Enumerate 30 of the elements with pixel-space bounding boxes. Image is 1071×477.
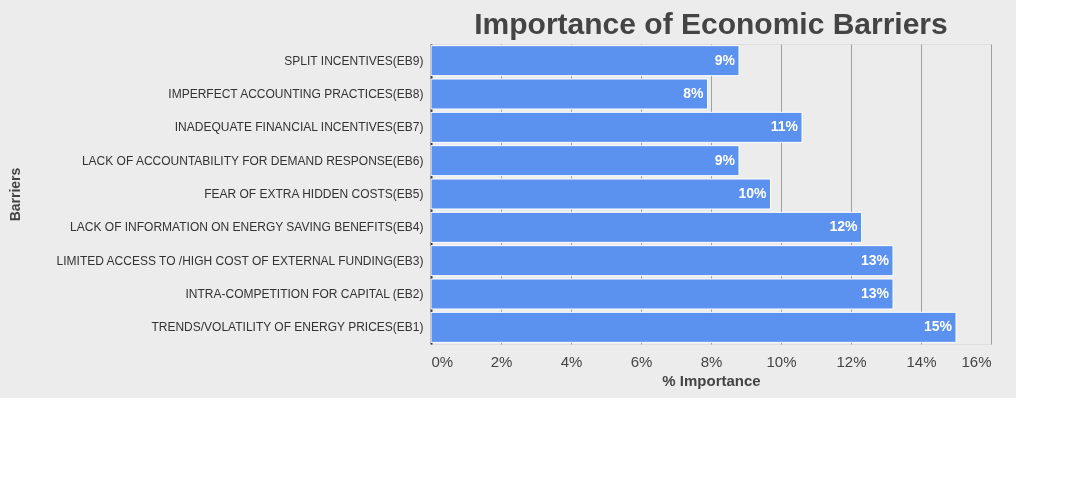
data-label: 8% — [683, 85, 705, 101]
x-tick-label: 12% — [836, 352, 867, 370]
data-label: 9% — [714, 51, 736, 68]
x-tick-label: 10% — [766, 352, 797, 370]
x-axis-title: % Importance — [662, 371, 761, 389]
data-label: 15% — [923, 318, 953, 335]
y-tick-label: LACK OF ACCOUNTABILITY FOR DEMAND RESPONSE(EB6) — [81, 153, 424, 168]
data-label: 13% — [860, 251, 890, 268]
x-tick-label: 14% — [906, 352, 937, 370]
y-tick-label: IMPERFECT ACCOUNTING PRACTICES(EB8) — [168, 87, 424, 101]
y-axis-title: Barriers — [6, 167, 23, 222]
data-label: 10% — [738, 185, 768, 201]
x-tick-label: 6% — [630, 352, 653, 370]
x-tick-label: 4% — [560, 352, 583, 370]
chart-title: Importance of Economic Barriers — [474, 7, 948, 40]
data-label: 12% — [829, 218, 859, 235]
y-tick-label: LIMITED ACCESS TO /HIGH COST OF EXTERNAL FUNDING(EB3) — [56, 253, 424, 268]
x-tick-label: 16% — [961, 352, 992, 370]
x-tick-label: 0% — [431, 352, 454, 370]
y-tick-label: INADEQUATE FINANCIAL INCENTIVES(EB7) — [174, 120, 424, 135]
y-tick-label: INTRA-COMPETITION FOR CAPITAL (EB2) — [185, 287, 424, 301]
x-tick-label: 2% — [490, 352, 513, 370]
y-tick-label: SPLIT INCENTIVES(EB9) — [284, 53, 424, 68]
y-tick-label: FEAR OF EXTRA HIDDEN COSTS(EB5) — [204, 187, 424, 201]
data-label: 11% — [770, 118, 799, 135]
x-tick-label: 8% — [700, 352, 723, 370]
y-tick-label: LACK OF INFORMATION ON ENERGY SAVING BENEFITS(EB4) — [70, 220, 424, 235]
data-label: 13% — [860, 285, 890, 301]
data-label: 9% — [714, 151, 736, 168]
y-tick-label: TRENDS/VOLATILITY OF ENERGY PRICES(EB1) — [151, 320, 424, 335]
